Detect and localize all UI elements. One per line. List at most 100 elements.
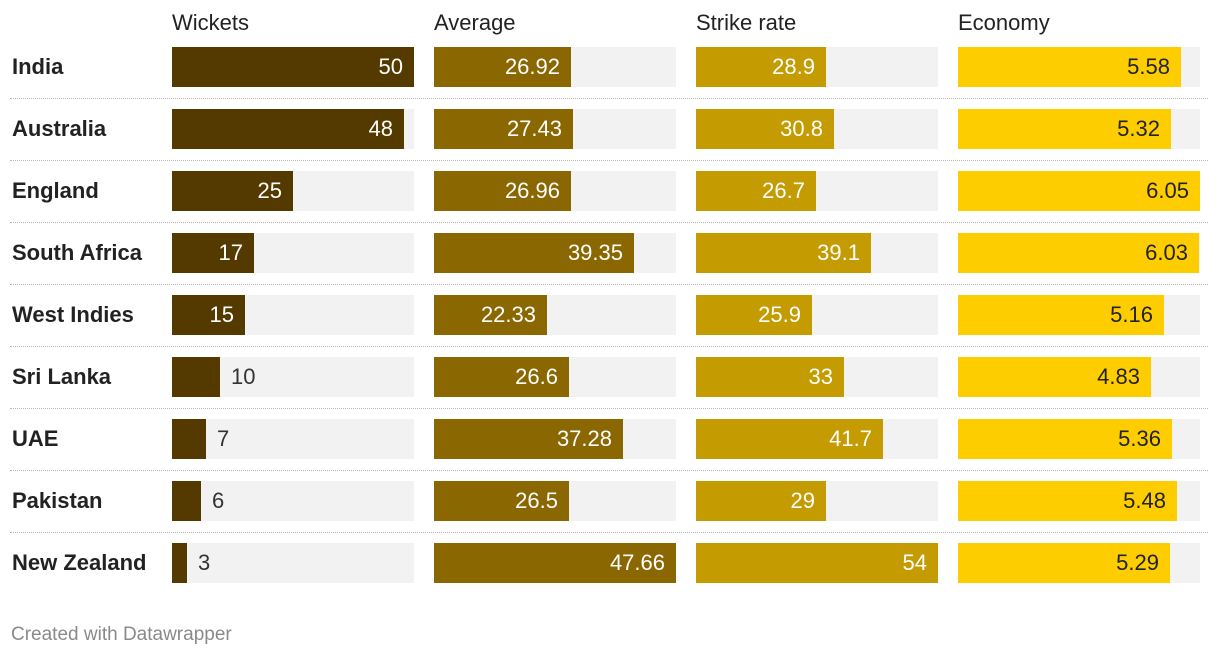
bar-track: 25.9 [696,295,938,335]
value-label-average-pakistan: 26.5 [515,488,558,513]
bar-wickets-uae [172,419,206,459]
table-row: Sri Lanka 10 26.6 33 4.83 [10,346,1208,409]
bar-track: 5.48 [958,481,1200,521]
value-label-economy-west-indies: 5.16 [1110,302,1153,327]
bar-track: 30.8 [696,109,938,149]
table-row: South Africa 17 39.35 39.1 6.03 [10,222,1208,285]
bar-average-west-indies [434,295,547,335]
bar-track: 10 [172,357,414,397]
bar-average-england [434,171,571,211]
bar-wickets-india [172,47,414,87]
bar-economy-south-africa [958,233,1199,273]
table-row: Pakistan 6 26.5 29 5.48 [10,470,1208,533]
value-label-strike-rate-west-indies: 25.9 [758,302,801,327]
bar-track: 37.28 [434,419,676,459]
bar-track: 6.03 [958,233,1200,273]
bar-average-new-zealand [434,543,676,583]
value-label-strike-rate-south-africa: 39.1 [817,240,860,265]
value-label-average-england: 26.96 [504,178,560,203]
row-label-sri-lanka: Sri Lanka [12,364,112,389]
bar-strike-rate-pakistan [696,481,826,521]
value-label-average-sri-lanka: 26.6 [515,364,558,389]
value-label-wickets-uae: 7 [217,426,230,451]
bar-track: 22.33 [434,295,676,335]
table-row: New Zealand 3 47.66 54 5.29 [10,532,1208,594]
bar-track: 29 [696,481,938,521]
value-label-economy-uae: 5.36 [1118,426,1161,451]
value-label-wickets-new-zealand: 3 [198,550,211,575]
bar-average-south-africa [434,233,634,273]
row-label-uae: UAE [12,426,59,451]
value-label-average-west-indies: 22.33 [480,302,536,327]
bar-strike-rate-west-indies [696,295,812,335]
bar-wickets-new-zealand [172,543,187,583]
row-label-pakistan: Pakistan [12,488,103,513]
footer-credit: Created with Datawrapper [11,624,232,645]
value-label-economy-england: 6.05 [1146,178,1189,203]
bar-track: 39.35 [434,233,676,273]
bar-track: 54 [696,543,938,583]
bar-economy-australia [958,109,1171,149]
bar-track: 6 [172,481,414,521]
table-row: Australia 48 27.43 30.8 5.32 [10,98,1208,161]
bar-track: 26.92 [434,47,676,87]
bar-track: 7 [172,419,414,459]
bar-strike-rate-england [696,171,816,211]
bar-strike-rate-south-africa [696,233,871,273]
value-label-strike-rate-sri-lanka: 33 [808,364,833,389]
bar-economy-west-indies [958,295,1164,335]
bar-track: 27.43 [434,109,676,149]
row-label-west-indies: West Indies [12,302,134,327]
bar-average-uae [434,419,623,459]
bar-strike-rate-australia [696,109,834,149]
bar-average-pakistan [434,481,569,521]
column-header-wickets: Wickets [172,10,249,35]
value-label-strike-rate-pakistan: 29 [790,488,815,513]
bar-economy-india [958,47,1181,87]
bar-track: 28.9 [696,47,938,87]
bar-track: 5.29 [958,543,1200,583]
bar-track: 47.66 [434,543,676,583]
row-label-south-africa: South Africa [12,240,142,265]
bar-average-australia [434,109,573,149]
value-label-wickets-england: 25 [257,178,282,203]
chart: Wickets Average Strike rate Economy India 50 2… [10,10,1208,594]
bar-strike-rate-sri-lanka [696,357,844,397]
bar-wickets-pakistan [172,481,201,521]
table-row: UAE 7 37.28 41.7 5.36 [10,408,1208,471]
bar-track: 33 [696,357,938,397]
bar-track: 5.16 [958,295,1200,335]
row-label-england: England [12,178,99,203]
value-label-average-new-zealand: 47.66 [609,550,665,575]
column-header-strike-rate: Strike rate [696,10,797,35]
table-row: England 25 26.96 26.7 6.05 [10,160,1208,223]
bar-track: 5.58 [958,47,1200,87]
bar-wickets-south-africa [172,233,254,273]
bar-economy-uae [958,419,1172,459]
value-label-economy-india: 5.58 [1127,54,1170,79]
bar-wickets-australia [172,109,404,149]
row-label-australia: Australia [12,116,107,141]
bar-strike-rate-uae [696,419,883,459]
bar-strike-rate-new-zealand [696,543,938,583]
bar-track: 3 [172,543,414,583]
bar-economy-sri-lanka [958,357,1151,397]
value-label-economy-new-zealand: 5.29 [1116,550,1159,575]
value-label-strike-rate-uae: 41.7 [829,426,872,451]
bar-average-sri-lanka [434,357,569,397]
value-label-economy-australia: 5.32 [1117,116,1160,141]
value-label-wickets-sri-lanka: 10 [231,364,256,389]
bar-track: 5.36 [958,419,1200,459]
bar-track: 26.6 [434,357,676,397]
value-label-average-india: 26.92 [504,54,560,79]
value-label-wickets-south-africa: 17 [218,240,243,265]
bar-track: 39.1 [696,233,938,273]
bar-track: 48 [172,109,414,149]
value-label-average-uae: 37.28 [556,426,612,451]
bar-strike-rate-india [696,47,826,87]
bar-economy-new-zealand [958,543,1170,583]
bar-track: 15 [172,295,414,335]
bar-track: 25 [172,171,414,211]
value-label-strike-rate-india: 28.9 [772,54,815,79]
value-label-wickets-india: 50 [378,54,403,79]
